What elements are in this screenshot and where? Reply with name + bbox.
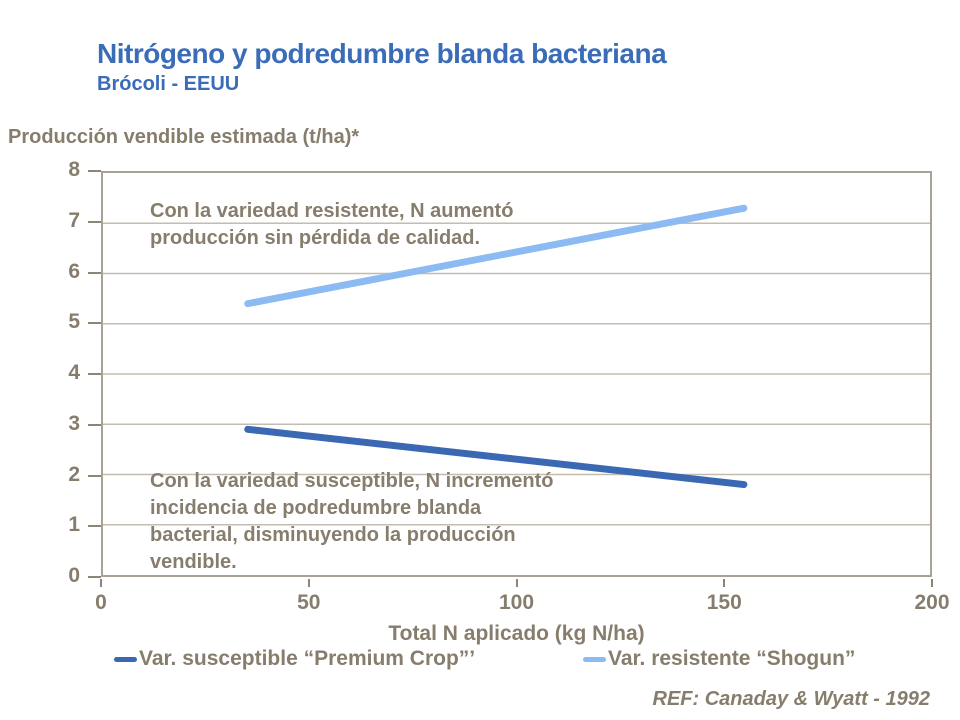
y-tick-label: 6: [68, 259, 80, 283]
line-chart: [103, 204, 930, 526]
y-axis-title: Producción vendible estimada (t/ha)*: [8, 126, 360, 148]
legend-item-resistant: Var. resistente “Shogun”: [583, 647, 855, 671]
y-tick-mark: [88, 271, 101, 274]
x-tick-mark: [307, 579, 310, 587]
y-tick-mark: [88, 423, 101, 426]
page-subtitle: Brócoli - EEUU: [97, 73, 240, 95]
x-tick-mark: [931, 579, 933, 587]
plot-area: Con la variedad resistente, N aumentó pr…: [101, 171, 932, 577]
y-tick-mark: [88, 170, 101, 172]
y-tick-mark: [88, 373, 101, 375]
x-tick-mark: [100, 579, 102, 587]
x-tick-label: 100: [498, 591, 535, 614]
y-tick-label: 5: [68, 310, 80, 334]
x-axis-title: Total N aplicado (kg N/ha): [388, 622, 645, 645]
y-tick-label: 3: [68, 411, 80, 435]
y-tick-label: 0: [68, 564, 80, 587]
annotation-susceptible: Con la variedad susceptible, N increment…: [150, 470, 554, 573]
legend-item-susceptible: Var. susceptible “Premium Crop”’: [114, 647, 475, 671]
susceptible-line-swatch: [114, 656, 137, 662]
x-tick-mark: [515, 579, 518, 587]
y-tick-mark: [88, 576, 101, 578]
x-tick-mark: [723, 579, 726, 587]
y-tick-label: 1: [68, 513, 80, 537]
x-tick-label: 150: [706, 591, 742, 614]
x-tick-label: 200: [914, 591, 950, 614]
y-tick-label: 7: [68, 208, 80, 232]
resistant-line-swatch: [583, 656, 606, 662]
y-tick-mark: [88, 322, 101, 325]
legend-label-resistant: Var. resistente “Shogun”: [608, 647, 856, 670]
y-tick-label: 2: [68, 462, 80, 486]
y-tick-mark: [88, 220, 101, 223]
y-tick-label: 8: [68, 158, 80, 181]
y-tick-mark: [88, 525, 101, 528]
y-tick-label: 4: [68, 361, 80, 384]
annotation-resistant: Con la variedad resistente, N aumentó pr…: [150, 200, 514, 249]
reference-text: REF: Canaday & Wyatt - 1992: [652, 688, 931, 710]
x-tick-label: 0: [95, 591, 107, 614]
legend-label-susceptible: Var. susceptible “Premium Crop”’: [139, 647, 476, 670]
x-tick-label: 50: [297, 591, 321, 614]
page-title: Nitrógeno y podredumbre blanda bacterian…: [97, 38, 667, 69]
y-tick-mark: [88, 474, 101, 477]
